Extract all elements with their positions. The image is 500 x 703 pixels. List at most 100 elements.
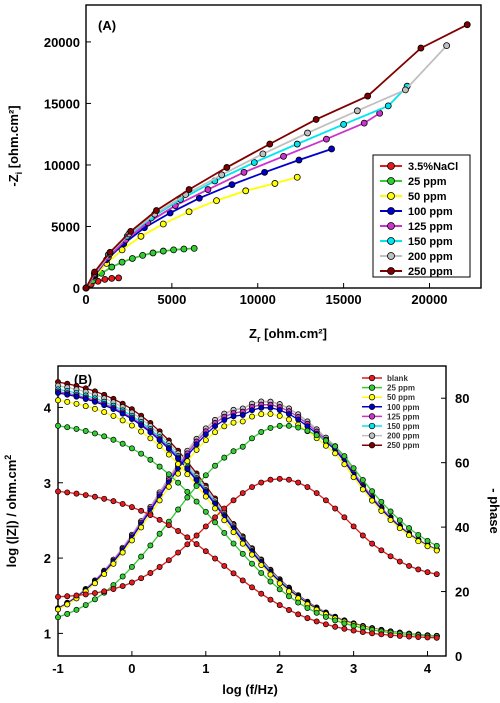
data-point (295, 156, 303, 164)
impedance-point (341, 620, 348, 627)
phase-point (230, 497, 237, 504)
phase-point (313, 432, 320, 439)
legend-label: blank (387, 374, 408, 383)
panel-b-y-right-axis-title: - phase (487, 488, 500, 534)
phase-point (156, 564, 163, 570)
data-point (127, 227, 135, 235)
phase-point (239, 412, 246, 418)
series-25-ppm (55, 422, 440, 640)
x-tick-label: 1 (202, 661, 209, 676)
data-point (228, 181, 236, 189)
impedance-point (249, 551, 255, 558)
phase-point (165, 557, 172, 564)
phase-point (387, 553, 394, 560)
phase-point (175, 470, 182, 477)
impedance-point (156, 516, 163, 523)
phase-point (55, 606, 61, 613)
phase-point (286, 476, 292, 483)
svg-text:-Zi [ohm.cm²]: -Zi [ohm.cm²] (6, 105, 24, 186)
phase-point (101, 588, 108, 595)
phase-point (350, 474, 357, 481)
phase-point (396, 525, 403, 532)
data-point (463, 21, 471, 29)
impedance-point (82, 492, 89, 499)
impedance-point (406, 633, 412, 640)
phase-point (82, 591, 89, 598)
data-point (118, 246, 126, 254)
series-blank (55, 475, 440, 641)
impedance-point (73, 425, 80, 432)
legend-label: 150 ppm (408, 236, 453, 248)
impedance-point (184, 488, 191, 495)
impedance-point (101, 409, 108, 416)
phase-point (258, 411, 265, 418)
phase-point (212, 429, 218, 436)
data-point (360, 119, 368, 127)
impedance-point (369, 630, 376, 637)
y-left-axis-title-superscript: 2 (3, 455, 13, 460)
series-100-ppm (55, 390, 440, 639)
phase-point (73, 592, 80, 599)
impedance-point (165, 522, 172, 529)
x-tick-label: 4 (424, 661, 432, 676)
panel-a-series (82, 21, 471, 292)
phase-point (193, 483, 200, 489)
phase-point (433, 542, 440, 549)
phase-point (322, 497, 329, 504)
impedance-point (313, 609, 320, 616)
impedance-curve (57, 425, 437, 637)
phase-point (175, 506, 182, 513)
phase-point (249, 484, 255, 490)
phase-point (424, 569, 431, 576)
legend-item: 50 ppm (362, 393, 415, 402)
impedance-point (295, 599, 302, 606)
y-left-tick-label: 2 (44, 551, 51, 566)
legend-swatch-marker (368, 432, 376, 439)
phase-point (350, 523, 357, 530)
phase-point (276, 475, 283, 482)
phase-point (184, 541, 191, 548)
legend-label: 200 ppm (387, 432, 419, 441)
impedance-point (212, 519, 218, 526)
phase-point (433, 571, 440, 578)
impedance-point (313, 618, 320, 625)
y-tick-label: 10000 (44, 158, 80, 173)
legend-label: 250 ppm (387, 441, 419, 450)
phase-point (322, 437, 329, 444)
x-tick-label: 0 (128, 661, 135, 676)
phase-point (369, 497, 376, 504)
impedance-point (202, 508, 209, 515)
phase-point (138, 575, 145, 582)
impedance-point (230, 540, 237, 547)
legend-item: 3.5%NaCl (380, 161, 458, 173)
impedance-point (82, 403, 89, 410)
panel-b-series (55, 379, 440, 641)
series-250-ppm (82, 21, 471, 292)
phase-point (350, 465, 357, 472)
impedance-point (82, 428, 89, 434)
impedance-point (64, 489, 71, 496)
series-line (85, 148, 332, 289)
data-point (312, 116, 320, 123)
impedance-point (110, 406, 117, 413)
impedance-point (286, 607, 292, 613)
impedance-point (147, 512, 154, 518)
impedance-point (73, 393, 80, 400)
phase-point (128, 537, 135, 544)
data-point (106, 248, 114, 256)
impedance-point (212, 555, 218, 562)
impedance-point (175, 461, 182, 467)
panel-a-frame (85, 4, 482, 289)
legend-swatch-marker (387, 222, 395, 230)
x-tick-label: 5000 (157, 292, 186, 307)
series-line (85, 112, 381, 289)
y-right-tick-label: 80 (455, 391, 469, 406)
data-point (204, 186, 212, 193)
data-point (443, 42, 451, 50)
impedance-point (175, 455, 182, 462)
panel-a-tag: (A) (98, 18, 116, 33)
phase-point (369, 488, 376, 495)
impedance-point (359, 629, 366, 636)
phase-point (249, 407, 255, 414)
